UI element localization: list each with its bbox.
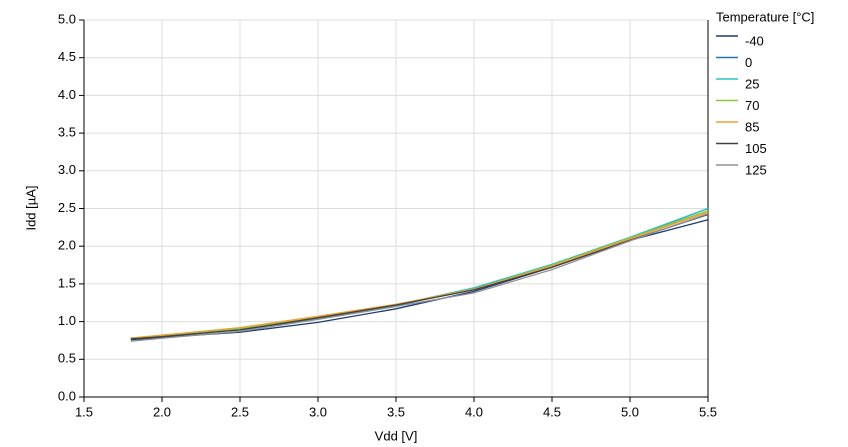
- y-tick-label: 0.0: [58, 388, 76, 403]
- series-line: [130, 211, 709, 339]
- y-axis-label: Idd [µA]: [23, 185, 38, 230]
- x-tick-label: 5.5: [699, 404, 717, 419]
- legend-label: -40: [745, 33, 764, 48]
- y-tick-label: 4.0: [58, 87, 76, 102]
- x-tick-label: 3.5: [387, 404, 405, 419]
- series-line: [130, 210, 709, 339]
- x-axis-label: Vdd [V]: [375, 428, 418, 443]
- x-tick-label: 4.0: [465, 404, 483, 419]
- y-tick-label: 3.5: [58, 125, 76, 140]
- y-tick-label: 5.0: [58, 11, 76, 26]
- legend-title: Temperature [°C]: [716, 9, 814, 24]
- x-tick-label: 1.5: [75, 404, 93, 419]
- y-tick-label: 1.5: [58, 275, 76, 290]
- legend-label: 70: [745, 98, 759, 113]
- legend-label: 85: [745, 119, 759, 134]
- y-tick-label: 0.5: [58, 351, 76, 366]
- x-tick-label: 5.0: [621, 404, 639, 419]
- series-line: [130, 207, 709, 339]
- legend-label: 105: [745, 141, 767, 156]
- series-line: [130, 207, 709, 339]
- y-tick-label: 2.0: [58, 238, 76, 253]
- x-tick-label: 3.0: [309, 404, 327, 419]
- legend-label: 125: [745, 162, 767, 177]
- y-tick-label: 4.5: [58, 49, 76, 64]
- legend-label: 0: [745, 55, 752, 70]
- x-tick-label: 2.5: [231, 404, 249, 419]
- x-tick-label: 2.0: [153, 404, 171, 419]
- y-tick-label: 2.5: [58, 200, 76, 215]
- series-line: [130, 213, 709, 340]
- x-tick-label: 4.5: [543, 404, 561, 419]
- y-tick-label: 1.0: [58, 313, 76, 328]
- legend-label: 25: [745, 76, 759, 91]
- series-line: [130, 213, 709, 342]
- y-tick-label: 3.0: [58, 162, 76, 177]
